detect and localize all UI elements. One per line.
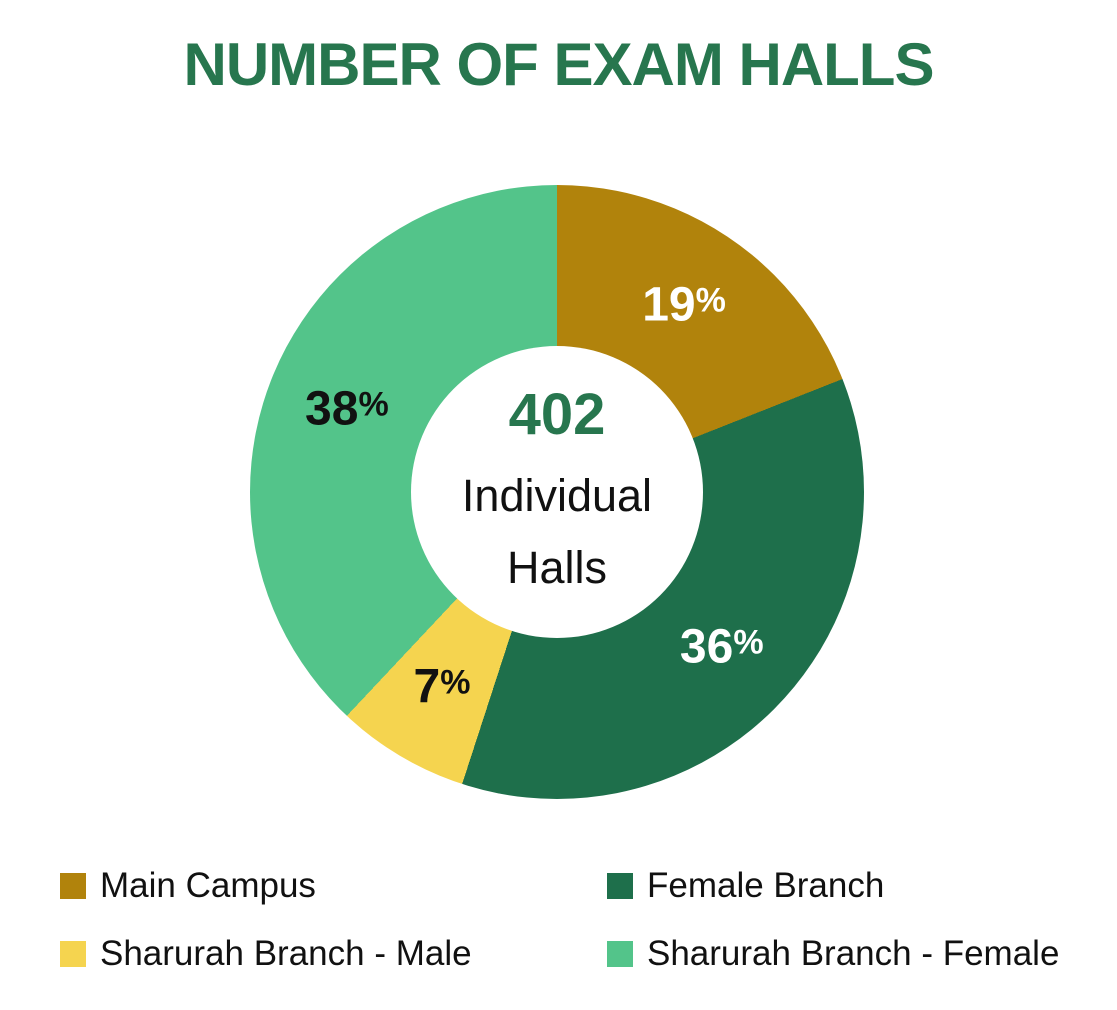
legend-label: Sharurah Branch - Male bbox=[100, 934, 472, 973]
legend-swatch bbox=[60, 941, 86, 967]
donut-center: 402 Individual Halls bbox=[411, 346, 703, 638]
legend-item: Main Campus bbox=[60, 866, 607, 906]
legend-item: Sharurah Branch - Male bbox=[60, 934, 607, 974]
legend-item: Female Branch bbox=[607, 866, 1070, 906]
percent-value: 7 bbox=[413, 660, 441, 714]
percent-value: 38 bbox=[305, 382, 359, 436]
legend-swatch bbox=[607, 941, 633, 967]
percent-sign: % bbox=[733, 623, 764, 662]
segment-percent-label: 38% bbox=[305, 381, 389, 436]
segment-percent-label: 19% bbox=[642, 278, 726, 333]
percent-sign: % bbox=[358, 385, 389, 424]
percent-value: 19 bbox=[642, 278, 696, 332]
legend-label: Main Campus bbox=[100, 866, 316, 905]
legend-swatch bbox=[607, 873, 633, 899]
donut-chart: 402 Individual Halls 19% 36% 7% 38% bbox=[250, 185, 864, 799]
page-title: NUMBER OF EXAM HALLS bbox=[183, 31, 935, 98]
legend-label: Sharurah Branch - Female bbox=[647, 934, 1060, 973]
chart-legend: Main Campus Female Branch Sharurah Branch … bbox=[60, 866, 1070, 974]
percent-sign: % bbox=[695, 281, 726, 320]
donut-total-value: 402 bbox=[508, 381, 606, 447]
legend-item: Sharurah Branch - Female bbox=[607, 934, 1070, 974]
percent-value: 36 bbox=[679, 620, 734, 674]
legend-swatch bbox=[60, 873, 86, 899]
percent-sign: % bbox=[440, 663, 471, 702]
legend-label: Female Branch bbox=[647, 866, 885, 905]
segment-percent-label: 36% bbox=[680, 619, 764, 674]
donut-total-label: Individual Halls bbox=[461, 469, 653, 593]
segment-percent-label: 7% bbox=[413, 659, 470, 714]
